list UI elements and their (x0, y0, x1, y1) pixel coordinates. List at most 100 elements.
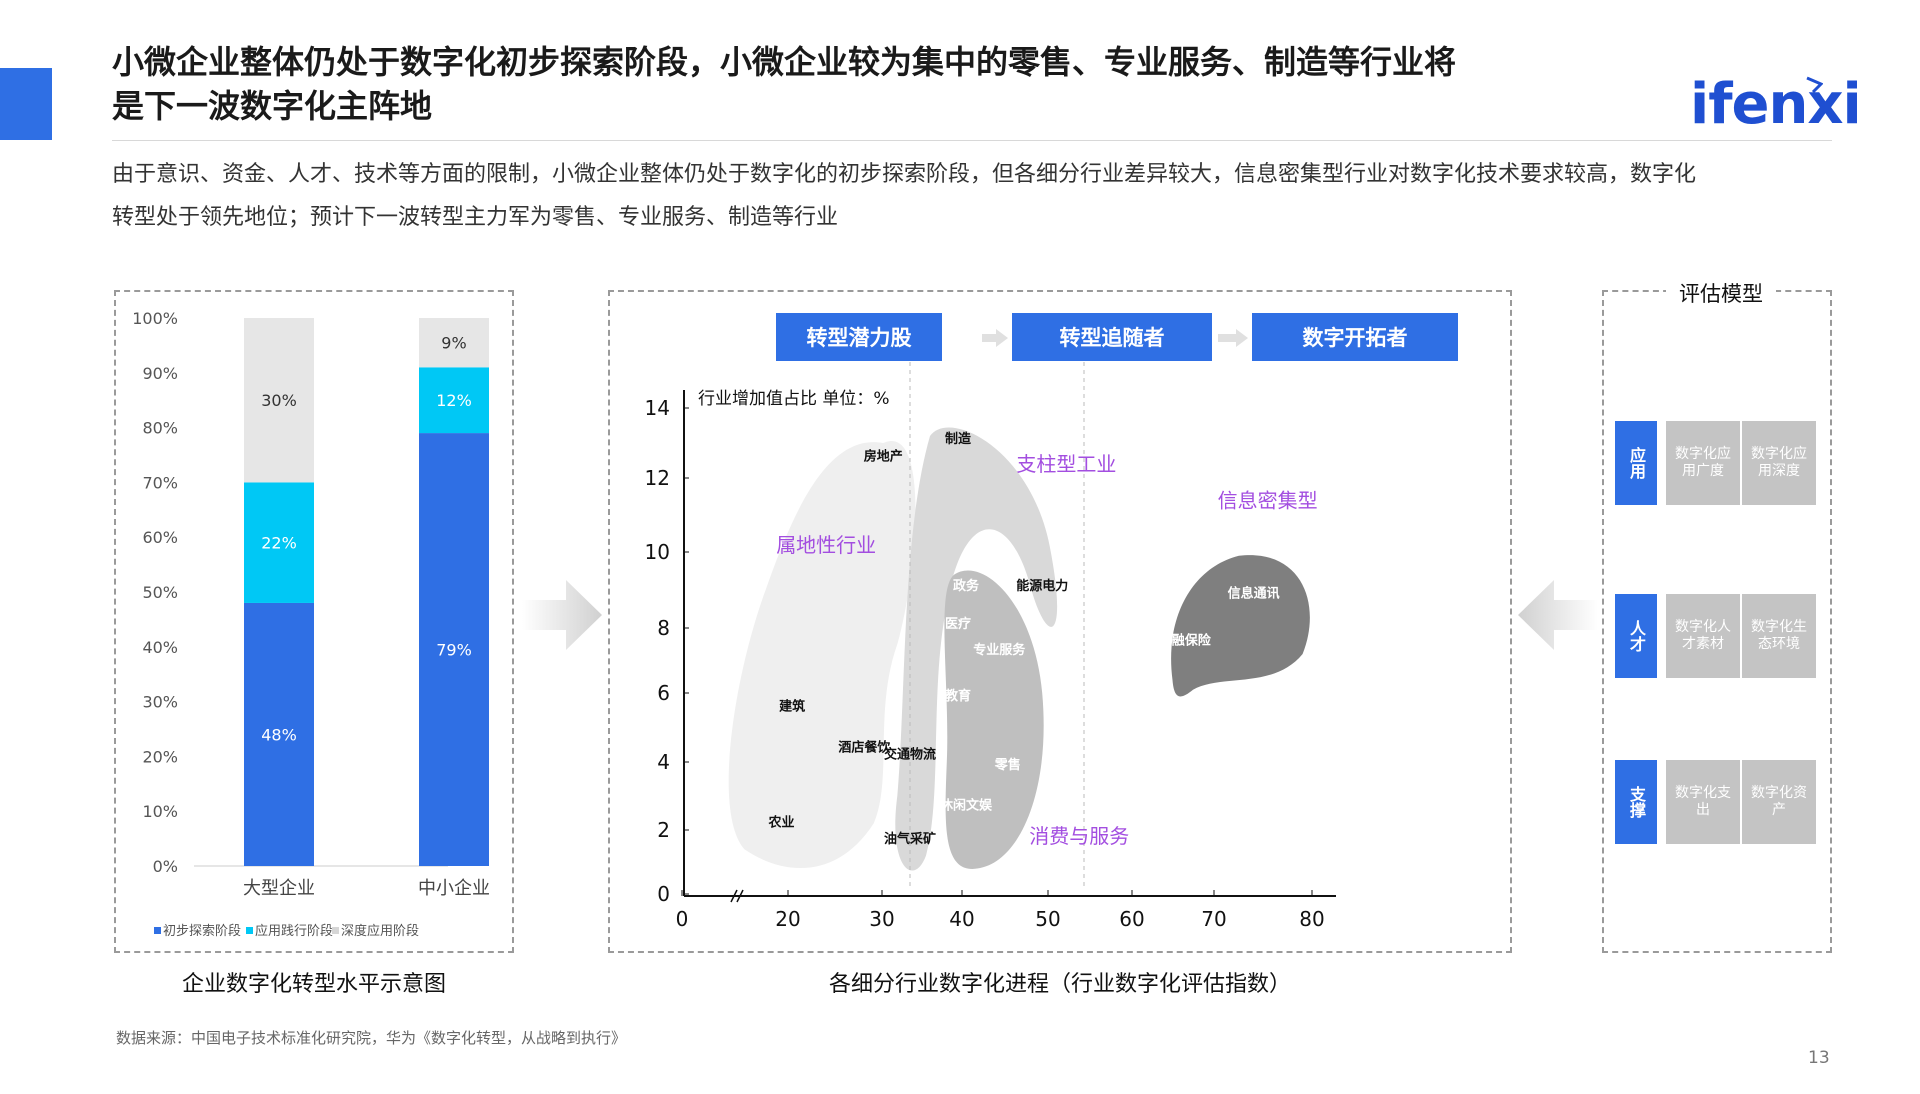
page-title: 小微企业整体仍处于数字化初步探索阶段，小微企业较为集中的零售、专业服务、制造等行… (112, 40, 1672, 128)
model-cell: 数字化资产 (1742, 760, 1816, 844)
stage-arrow-icon (1218, 329, 1248, 347)
industry-label: 医疗 (945, 616, 971, 632)
industry-label: 信息通讯 (1228, 586, 1280, 602)
page-number: 13 (1808, 1048, 1830, 1068)
bar-chart-title: 企业数字化转型水平示意图 (181, 972, 446, 997)
model-cell: 数字化生态环境 (1742, 594, 1816, 678)
y-tick-label: 12 (645, 466, 670, 490)
model-category-label: 支撑 (1627, 786, 1646, 818)
y-tick-label: 0% (153, 857, 178, 876)
industry-label: 休闲文娱 (939, 798, 993, 814)
model-category-application: 应用 (1615, 421, 1657, 505)
industry-label: 农业 (767, 815, 794, 831)
legend-swatch (154, 927, 161, 934)
industry-scatter-chart: 0 2 4 6 8 10 12 14 0 20 30 40 50 60 70 80 行业增加值占比 单位：% 属地… (645, 354, 1336, 931)
y-tick-label: 20% (142, 747, 178, 766)
logo-arrow-icon (1806, 76, 1823, 94)
x-tick-label: 40 (949, 907, 974, 931)
industry-label: 教育 (944, 688, 971, 704)
group-label: 信息密集型 (1218, 489, 1318, 513)
y-tick-label: 8 (657, 616, 670, 640)
stage-potential: 转型潜力股 (776, 313, 942, 361)
subtitle: 由于意识、资金、人才、技术等方面的限制，小微企业整体仍处于数字化的初步探索阶段，… (112, 153, 1832, 239)
cluster-consumer-service (944, 570, 1044, 869)
subtitle-line-2: 转型处于领先地位；预计下一波转型主力军为零售、专业服务、制造等行业 (112, 205, 839, 230)
stage-follower: 转型追随者 (1012, 313, 1212, 361)
y-tick-label: 30% (142, 693, 178, 712)
model-category-label: 应用 (1627, 447, 1646, 479)
x-tick-label: 0 (676, 907, 689, 931)
y-tick-label: 2 (657, 818, 670, 842)
accent-bar (0, 68, 52, 140)
model-category-support: 支撑 (1615, 760, 1657, 844)
stage-pioneer: 数字开拓者 (1252, 313, 1458, 361)
cluster-pillar-industry (895, 427, 1058, 871)
x-tick-label: 30 (869, 907, 894, 931)
y-tick-label: 10% (142, 802, 178, 821)
industry-label: 零售 (994, 757, 1021, 773)
model-cell: 数字化应用广度 (1666, 421, 1740, 505)
bar-segment (419, 318, 489, 368)
bar-data-label: 9% (441, 334, 466, 353)
bar-segment (244, 318, 314, 483)
x-tick-label: 80 (1299, 907, 1324, 931)
model-category-label: 人才 (1627, 620, 1646, 652)
bar-data-label: 79% (436, 641, 472, 660)
group-label: 消费与服务 (1029, 824, 1129, 848)
y-tick-label: 60% (142, 528, 178, 547)
title-line-1: 小微企业整体仍处于数字化初步探索阶段，小微企业较为集中的零售、专业服务、制造等行… (112, 43, 1457, 81)
group-label: 支柱型工业 (1016, 452, 1116, 476)
industry-label: 制造 (945, 431, 972, 447)
group-label: 属地性行业 (776, 533, 876, 557)
scatter-chart-title: 各细分行业数字化进程（行业数字化评估指数） (828, 972, 1291, 997)
legend-label: 应用践行阶段 (255, 923, 333, 939)
bar-data-label: 12% (436, 391, 472, 410)
industry-label: 金融保险 (1158, 632, 1212, 648)
scatter-chart-panel (608, 290, 1512, 953)
model-cell: 数字化支出 (1666, 760, 1740, 844)
bar-data-label: 48% (261, 725, 297, 744)
x-tick-label: 50 (1035, 907, 1060, 931)
x-tick-label: 60 (1119, 907, 1144, 931)
x-tick-label: 大型企业 (243, 878, 315, 899)
bar-segment (244, 482, 314, 603)
cluster-local-industry (728, 440, 916, 868)
legend-label: 初步探索阶段 (163, 924, 241, 939)
bar-segment (419, 367, 489, 434)
y-tick-label: 40% (142, 638, 178, 657)
y-tick-label: 100% (132, 309, 178, 328)
ifenxi-logo: ifenxi (1690, 72, 1862, 137)
x-tick-label: 中小企业 (418, 878, 490, 899)
stacked-bar-chart: 0% 10% 20% 30% 40% 50% 60% 70% 80% 90% 100% 48% 22% 3… (132, 309, 490, 939)
model-title: 评估模型 (1666, 278, 1776, 308)
model-category-talent: 人才 (1615, 594, 1657, 678)
legend-swatch (246, 927, 253, 934)
legend-label: 深度应用阶段 (341, 923, 419, 939)
industry-label: 能源电力 (1016, 578, 1068, 594)
y-tick-label: 14 (645, 396, 670, 420)
model-cell: 数字化应用深度 (1742, 421, 1816, 505)
y-axis-label: 行业增加值占比 单位：% (698, 389, 890, 409)
y-tick-label: 70% (142, 473, 178, 492)
bar-segment (419, 433, 489, 866)
cluster-info-intensive (1171, 555, 1310, 697)
industry-label: 建筑 (779, 698, 805, 714)
y-tick-label: 0 (657, 882, 670, 906)
title-line-2: 是下一波数字化主阵地 (112, 87, 433, 125)
industry-label: 交通物流 (884, 747, 936, 763)
y-tick-label: 90% (142, 364, 178, 383)
y-tick-label: 6 (657, 681, 670, 705)
stage-arrow-icon (982, 329, 1008, 347)
legend-swatch (332, 927, 339, 934)
industry-label: 酒店餐饮 (838, 740, 891, 756)
industry-label: 政务 (953, 578, 980, 594)
axis-break-icon (730, 889, 744, 903)
header-divider (112, 140, 1832, 141)
right-arrow-icon (522, 580, 602, 650)
x-tick-label: 20 (775, 907, 800, 931)
y-tick-label: 4 (657, 750, 670, 774)
y-tick-label: 50% (142, 583, 178, 602)
industry-label: 房地产 (864, 449, 903, 465)
bar-data-label: 22% (261, 534, 297, 553)
bar-chart-panel (114, 290, 514, 953)
